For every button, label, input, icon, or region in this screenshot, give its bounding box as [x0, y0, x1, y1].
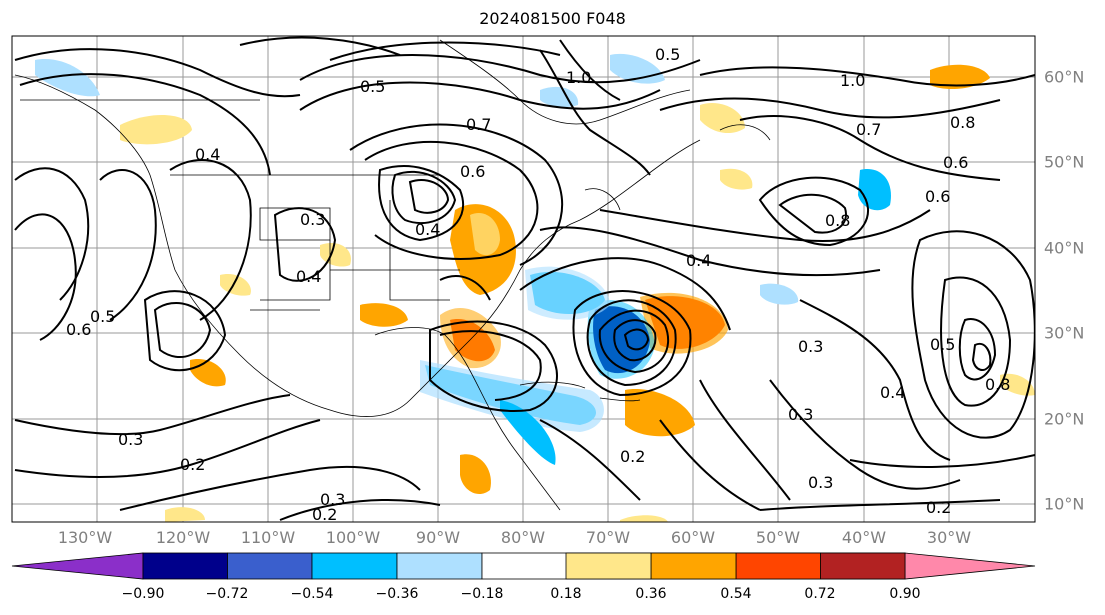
- contour-label: 0.5: [90, 307, 115, 326]
- contour-label: 0.6: [66, 320, 91, 339]
- contour-label: 0.7: [466, 115, 491, 134]
- colorbar-tick: −0.36: [375, 586, 419, 602]
- colorbar-segment: [650, 552, 737, 580]
- colorbar-segment-extend-low: [11, 552, 144, 580]
- lat-label-20n: 20°N: [1044, 409, 1085, 429]
- contour-label: 0.4: [686, 251, 711, 270]
- lon-label-70w: 70°W: [585, 528, 631, 547]
- colorbar-tick: −0.18: [460, 586, 504, 602]
- contour-label: 0.2: [926, 498, 951, 517]
- contour-label: 0.5: [360, 77, 385, 96]
- contour-label: 0.8: [985, 375, 1010, 394]
- lon-label-60w: 60°W: [670, 528, 716, 547]
- contour-label: 0.3: [320, 490, 345, 509]
- contour-label: 0.5: [930, 335, 955, 354]
- map-title: 2024081500 F048: [479, 9, 626, 28]
- colorbar-segment: [142, 552, 228, 580]
- lat-label-50n: 50°N: [1044, 152, 1085, 172]
- contour-label: 0.3: [808, 473, 833, 492]
- colorbar-tick: 0.54: [720, 586, 752, 602]
- colorbar-tick: 0.72: [804, 586, 836, 602]
- colorbar-segment: [227, 552, 313, 580]
- colorbar-tick: −0.54: [290, 586, 334, 602]
- contour-label: 0.3: [798, 337, 823, 356]
- lat-label-40n: 40°N: [1044, 238, 1085, 258]
- lon-label-100w: 100°W: [325, 528, 381, 547]
- lon-label-110w: 110°W: [240, 528, 296, 547]
- colorbar-segment: [311, 552, 398, 580]
- lat-label-10n: 10°N: [1044, 494, 1085, 514]
- colorbar-tick: 0.18: [550, 586, 582, 602]
- contour-label: 0.7: [856, 120, 881, 139]
- contour-lines: [14, 36, 1035, 521]
- contour-label: 0.4: [880, 383, 905, 402]
- map-frame: [11, 35, 1036, 523]
- lon-label-40w: 40°W: [841, 528, 887, 547]
- colorbar-segment: [735, 552, 821, 580]
- contour-label: 0.6: [943, 153, 968, 172]
- contour-label: 0.2: [312, 505, 337, 524]
- contour-labels: 0.5 0.4 0.6 0.7 1.0 0.8 0.6 0.4 0.3 0.2 …: [66, 45, 1010, 524]
- colorbar-tick: 0.90: [889, 586, 921, 602]
- contour-label: 0.4: [195, 145, 220, 164]
- contour-label: 0.8: [825, 211, 850, 230]
- colorbar-segment: [820, 552, 906, 580]
- lat-label-60n: 60°N: [1044, 67, 1085, 87]
- lat-label-30n: 30°N: [1044, 323, 1085, 343]
- contour-label: 0.4: [415, 220, 440, 239]
- colorbar-tick: −0.72: [205, 586, 249, 602]
- contour-label: 0.2: [620, 447, 645, 466]
- contour-label: 0.6: [460, 162, 485, 181]
- lon-label-130w: 130°W: [57, 528, 113, 547]
- colorbar-segment: [565, 552, 652, 580]
- contour-label: 0.8: [950, 113, 975, 132]
- contour-label: 0.5: [655, 45, 680, 64]
- contour-label: 1.0: [840, 71, 865, 90]
- lon-label-30w: 30°W: [926, 528, 972, 547]
- colorbar-segment: [396, 552, 483, 580]
- coastlines: [14, 39, 771, 511]
- contour-label: 0.2: [180, 455, 205, 474]
- lon-label-50w: 50°W: [755, 528, 801, 547]
- contour-label: 0.3: [788, 405, 813, 424]
- contour-label: 0.4: [296, 267, 321, 286]
- contour-label: 0.6: [925, 187, 950, 206]
- lon-label-120w: 120°W: [155, 528, 211, 547]
- colorbar-tick: 0.36: [635, 586, 667, 602]
- colorbar-tick: −0.90: [121, 586, 165, 602]
- contour-label: 1.0: [566, 68, 591, 87]
- contour-label: 0.3: [118, 430, 143, 449]
- lon-label-80w: 80°W: [500, 528, 546, 547]
- contour-label: 0.3: [300, 210, 325, 229]
- colorbar-segment-extend-high: [904, 552, 1036, 580]
- lon-label-90w: 90°W: [415, 528, 461, 547]
